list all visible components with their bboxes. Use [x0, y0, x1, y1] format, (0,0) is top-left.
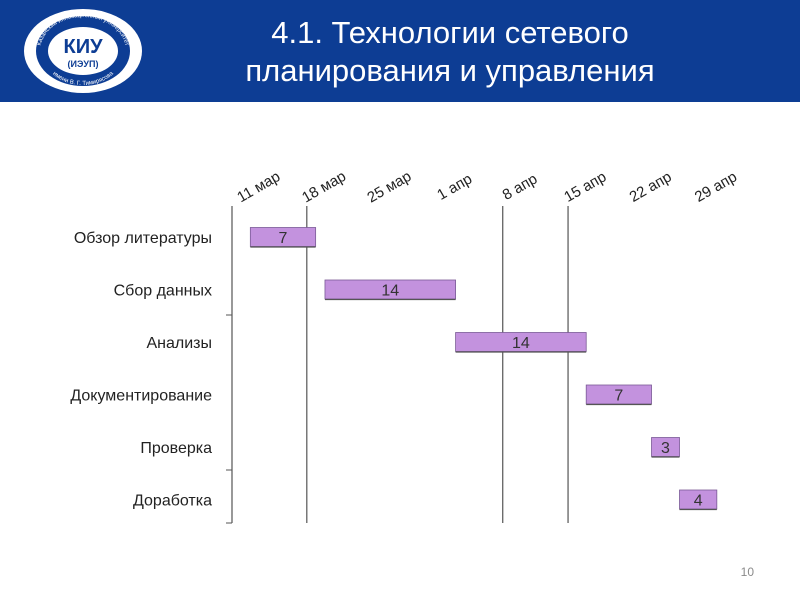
- x-tick-label: 8 апр: [500, 170, 541, 203]
- task-duration-label: 14: [512, 335, 530, 352]
- task-duration-label: 4: [694, 493, 703, 510]
- task-duration-label: 7: [614, 388, 623, 405]
- x-tick-label: 22 апр: [627, 168, 675, 206]
- task-duration-label: 14: [381, 283, 399, 300]
- page-title-line2: планирования и управления: [245, 53, 655, 88]
- task-duration-label: 7: [279, 230, 288, 247]
- task-label: Доработка: [133, 493, 212, 510]
- x-tick-label: 15 апр: [561, 168, 609, 206]
- page-number: 10: [740, 565, 754, 579]
- x-tick-label: 18 мар: [299, 168, 349, 207]
- task-label: Документирование: [70, 388, 212, 405]
- x-tick-label: 11 мар: [234, 168, 283, 206]
- logo-sub-text: (ИЭУП): [68, 59, 99, 69]
- logo-main-text: КИУ: [63, 36, 103, 58]
- x-tick-label: 1 апр: [434, 170, 475, 203]
- title-banner: Казанский инновационный университет имен…: [0, 0, 800, 102]
- task-label: Анализы: [146, 335, 212, 352]
- task-label: Сбор данных: [114, 283, 212, 300]
- x-tick-label: 29 апр: [692, 168, 740, 206]
- page-title: 4.1. Технологии сетевого планирования и …: [190, 14, 710, 90]
- university-logo: Казанский инновационный университет имен…: [24, 9, 142, 93]
- page-title-line1: 4.1. Технологии сетевого: [271, 15, 629, 50]
- gantt-chart: 11 мар 18 мар 25 мар 1 апр 8 апр 15 апр 22 апр…: [70, 168, 740, 524]
- task-label: Обзор литературы: [74, 230, 212, 247]
- task-duration-label: 3: [661, 440, 670, 457]
- task-label: Проверка: [140, 440, 212, 457]
- x-tick-label: 25 мар: [364, 168, 414, 207]
